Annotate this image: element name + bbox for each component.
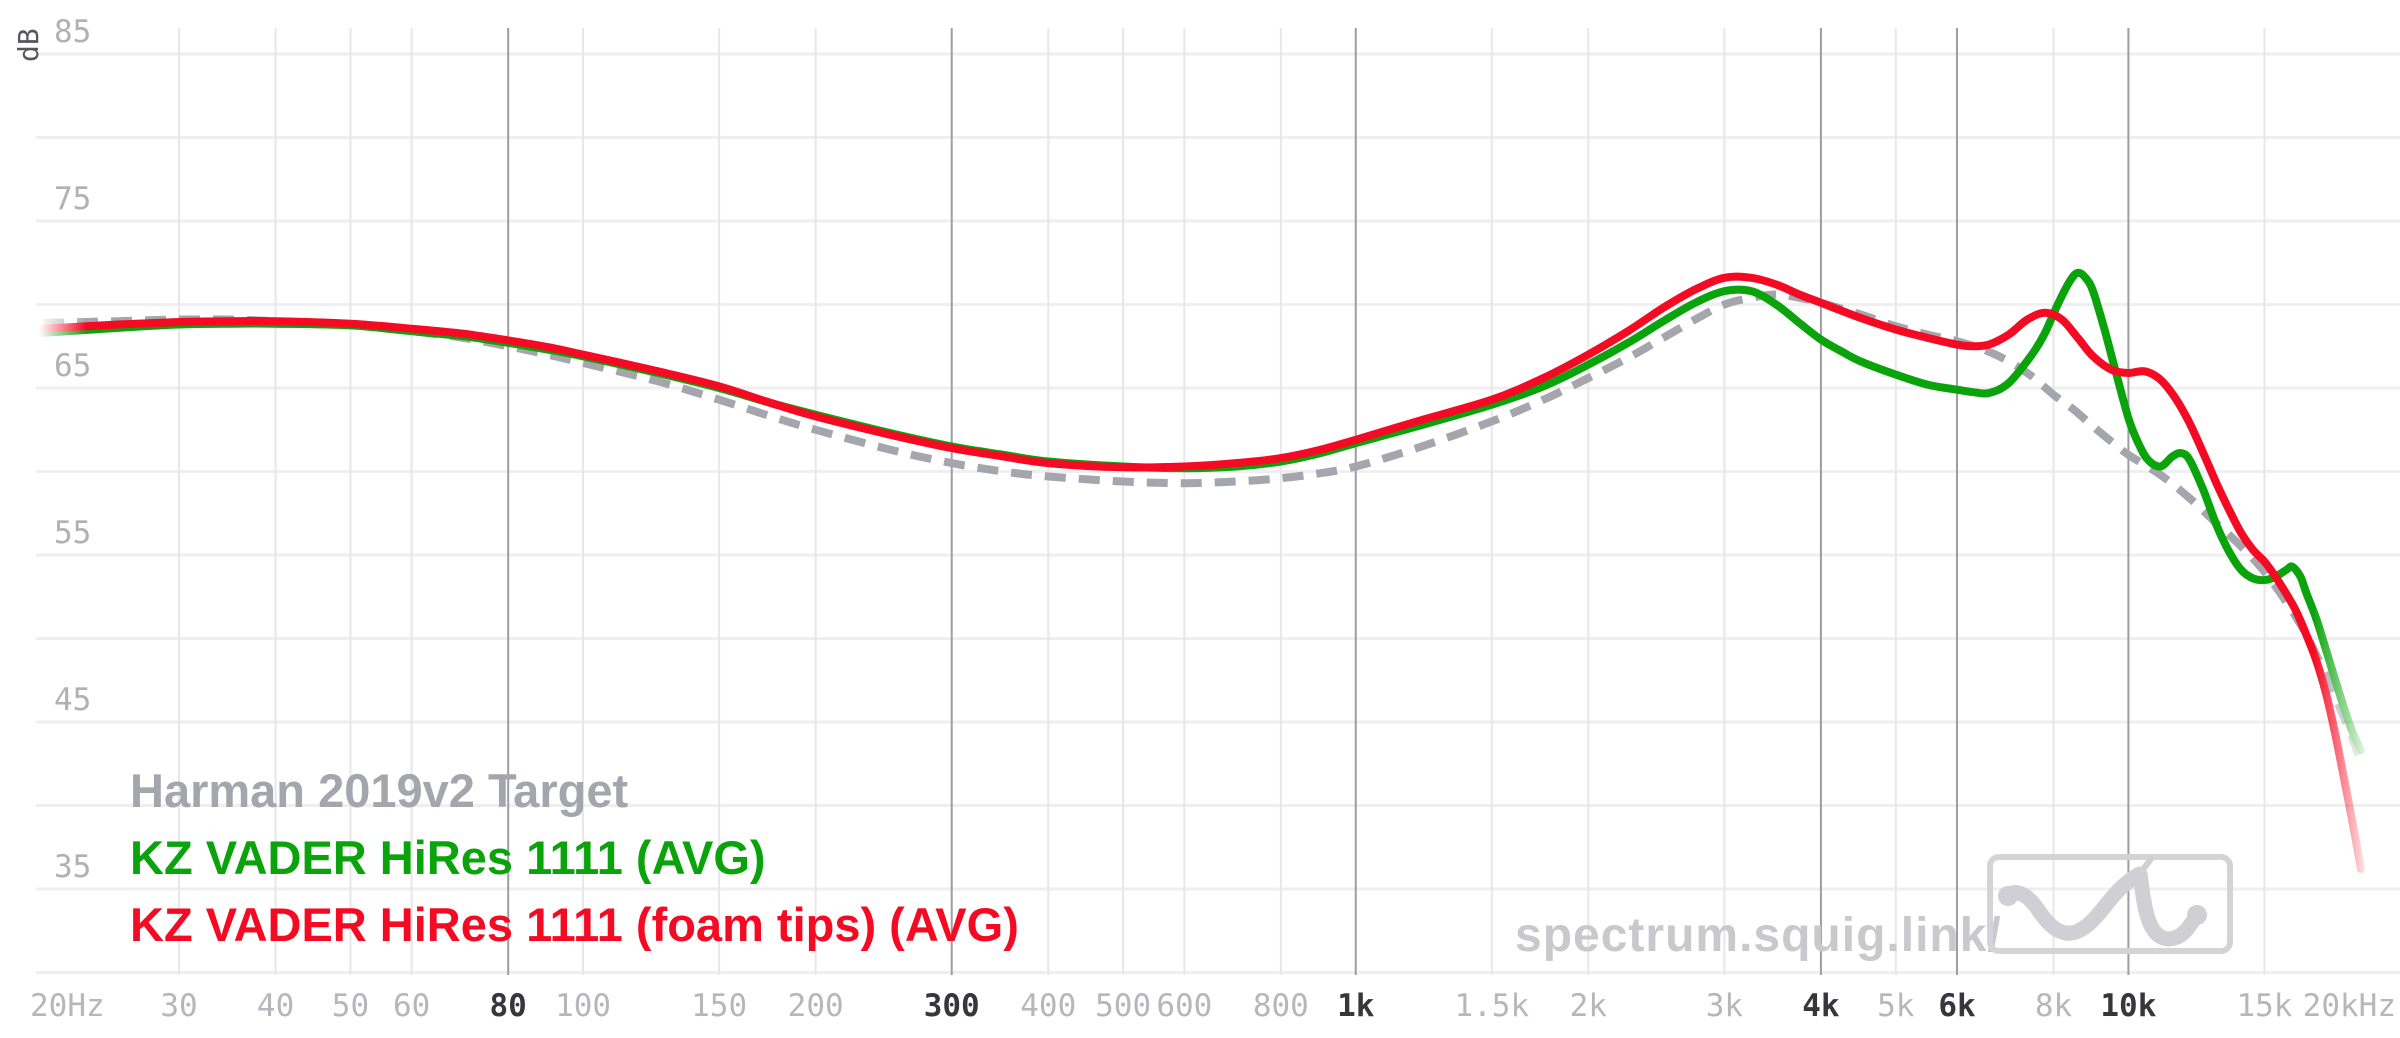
x-tick-100: 100 <box>555 988 611 1024</box>
x-tick-3k: 3k <box>1706 988 1744 1024</box>
grid-vertical-lines <box>178 28 2266 975</box>
legend-item-kz-vader-avg[interactable]: KZ VADER HiRes 1111 (AVG) <box>130 831 766 884</box>
squiglink-logo <box>1987 854 2233 954</box>
y-tick-65: 65 <box>54 348 91 384</box>
y-axis-unit-label: dB <box>12 28 45 62</box>
y-axis-tick-labels: 85 75 65 55 45 35 <box>54 14 91 885</box>
x-tick-20kHz: 20kHz <box>2303 988 2396 1024</box>
fr-curve-kz-vader-hires-1111-avg <box>39 268 2365 755</box>
x-tick-800: 800 <box>1253 988 1309 1024</box>
y-tick-55: 55 <box>54 515 91 551</box>
logo-squiggle-spike <box>2134 856 2154 880</box>
x-tick-6k: 6k <box>1938 988 1976 1024</box>
x-tick-600: 600 <box>1156 988 1212 1024</box>
x-tick-40: 40 <box>257 988 294 1024</box>
x-tick-1k: 1k <box>1337 988 1375 1024</box>
logo-squiggle <box>1998 866 2207 947</box>
logo-squiggle-start-dot <box>1998 886 2018 906</box>
x-tick-2k: 2k <box>1570 988 1608 1024</box>
x-tick-150: 150 <box>691 988 747 1024</box>
x-axis-tick-labels: 20Hz 30 40 50 60 80 100 150 200 300 400 500 600 800 1k… <box>30 988 2396 1024</box>
x-tick-15k: 15k <box>2236 988 2292 1024</box>
watermark-site-url: spectrum.squig.link/ <box>1515 909 2002 962</box>
y-tick-75: 75 <box>54 181 91 217</box>
x-tick-5k: 5k <box>1877 988 1915 1024</box>
x-tick-60: 60 <box>393 988 430 1024</box>
logo-frame <box>1987 854 2233 954</box>
fr-curve-kz-vader-hires-1111-foam-tips-avg <box>39 272 2365 873</box>
x-tick-8k: 8k <box>2035 988 2073 1024</box>
x-tick-1.5k: 1.5k <box>1454 988 1529 1024</box>
x-tick-30: 30 <box>160 988 197 1024</box>
x-tick-4k: 4k <box>1802 988 1840 1024</box>
legend-item-kz-vader-foam-tips-avg[interactable]: KZ VADER HiRes 1111 (foam tips) (AVG) <box>130 898 1019 951</box>
fr-curves <box>39 268 2365 873</box>
legend-item-harman-target[interactable]: Harman 2019v2 Target <box>130 764 629 817</box>
logo-squiggle-end-dot <box>2187 905 2207 925</box>
x-tick-80: 80 <box>490 988 527 1024</box>
x-tick-20Hz: 20Hz <box>30 988 105 1024</box>
y-tick-85: 85 <box>54 14 91 50</box>
x-tick-500: 500 <box>1095 988 1151 1024</box>
x-tick-50: 50 <box>332 988 369 1024</box>
x-tick-200: 200 <box>788 988 844 1024</box>
x-tick-300: 300 <box>924 988 980 1024</box>
x-tick-10k: 10k <box>2100 988 2156 1024</box>
y-tick-45: 45 <box>54 682 91 718</box>
x-tick-400: 400 <box>1020 988 1076 1024</box>
y-tick-35: 35 <box>54 849 91 885</box>
fr-curve-harman-2019v2-target <box>42 290 2365 762</box>
